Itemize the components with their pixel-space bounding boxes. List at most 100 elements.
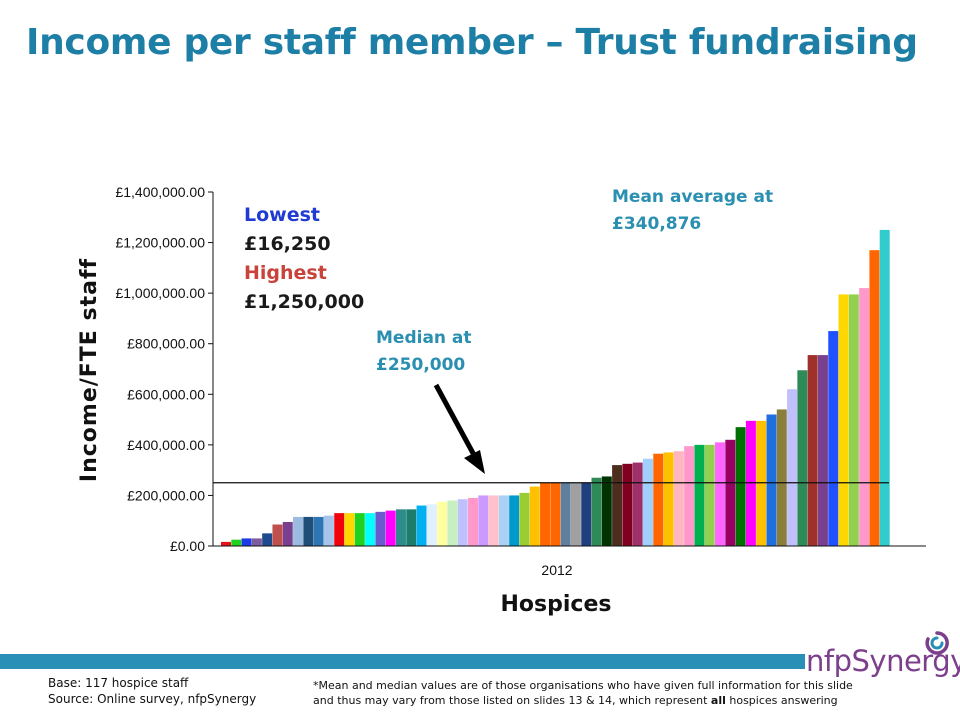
base-source: Base: 117 hospice staff Source: Online s… [48,675,256,707]
median-arrow-line [433,383,477,457]
footnote-line-1: *Mean and median values are of those org… [313,679,853,692]
bar [251,538,262,546]
y-tick-label: £800,000.00 [127,336,205,352]
lowest-label: Lowest [244,204,320,226]
bar [385,510,396,546]
bar [447,500,458,546]
bar [231,539,242,546]
bar [591,477,602,546]
bar [550,482,561,546]
bar [859,288,870,546]
bar [323,515,334,546]
bar [581,482,592,546]
mean-value: £340,876 [612,214,702,234]
bar [622,463,633,546]
bar [478,495,489,546]
footnote: *Mean and median values are of those org… [313,678,933,708]
bar [457,499,468,546]
footnote-line-2a: and thus may vary from those listed on s… [313,694,711,707]
y-axis-ticks: £0.00 £200,000.00 £400,000.00 £600,000.00 £8… [115,184,213,554]
bar [354,513,365,546]
nfpsynergy-logo: nfpSynergy [806,630,960,680]
bar [776,409,787,546]
footnote-bold-all: all [710,694,726,707]
mean-callout: Mean average at £340,876 [612,184,773,238]
source-text: Source: Online survey, nfpSynergy [48,692,257,706]
bar [529,486,540,546]
bar [735,427,746,546]
bar [406,509,417,546]
y-tick-label: £0.00 [170,538,205,554]
bar [715,442,726,546]
bar [560,482,571,546]
bar [766,414,777,546]
logo-swirl-icon [925,631,949,655]
y-tick-label: £1,200,000.00 [115,235,205,251]
bar [704,444,715,546]
logo-text: nfpSynergy [806,644,960,678]
bar [365,513,376,546]
bar [488,495,499,546]
bar [807,355,818,546]
bar [673,451,684,546]
bar [437,501,448,546]
bar [570,482,581,546]
bar [416,505,427,546]
bar [282,521,293,546]
footnote-line-2b: hospices answering [725,694,838,707]
x-axis-title: Hospices [501,592,612,617]
bar [241,538,252,546]
bar [612,465,623,546]
bar [334,513,345,546]
footnote-line-2: and thus may vary from those listed on s… [313,693,933,708]
y-tick-label: £1,400,000.00 [115,184,205,200]
logo-text-nfp: nfp [806,644,852,678]
bar [684,446,695,546]
y-tick-label: £400,000.00 [127,437,205,453]
bar [303,516,314,546]
bar [221,541,231,546]
y-tick-label: £1,000,000.00 [115,285,205,301]
x-category-label: 2012 [541,562,572,578]
base-text: Base: 117 hospice staff [48,676,189,690]
bar [293,516,304,546]
bar [642,458,653,546]
bar [313,516,324,546]
mean-label: Mean average at [612,187,774,207]
footer-bar [0,654,805,669]
bar [468,497,478,546]
bar [787,389,798,546]
bar [879,229,890,546]
bar [509,495,520,546]
bar [262,533,273,546]
bars [221,229,890,546]
y-tick-label: £600,000.00 [127,386,205,402]
bar [344,513,355,546]
median-value: £250,000 [376,355,466,375]
y-axis-title: Income/FTE staff [77,258,102,482]
min-max-callout: Lowest £16,250 Highest £1,250,000 [244,201,364,317]
bar [272,524,283,546]
lowest-value: £16,250 [244,233,331,255]
bar [540,482,551,546]
bar [519,492,530,546]
bar-chart: £0.00 £200,000.00 £400,000.00 £600,000.00 £8… [77,184,926,617]
bar [869,250,880,546]
bar [797,370,808,546]
bar [632,462,643,546]
bar [745,420,756,546]
bar [663,452,674,546]
bar [817,355,828,546]
bar [848,294,859,546]
bar [498,495,509,546]
page-title: Income per staff member – Trust fundrais… [26,22,918,63]
y-tick-label: £200,000.00 [127,487,205,503]
bar [838,294,849,546]
bar [653,453,664,546]
bar [426,504,437,546]
bar [725,439,736,546]
bar [375,511,386,546]
median-arrow-head [464,450,485,474]
highest-label: Highest [244,262,327,284]
bar [756,420,767,546]
